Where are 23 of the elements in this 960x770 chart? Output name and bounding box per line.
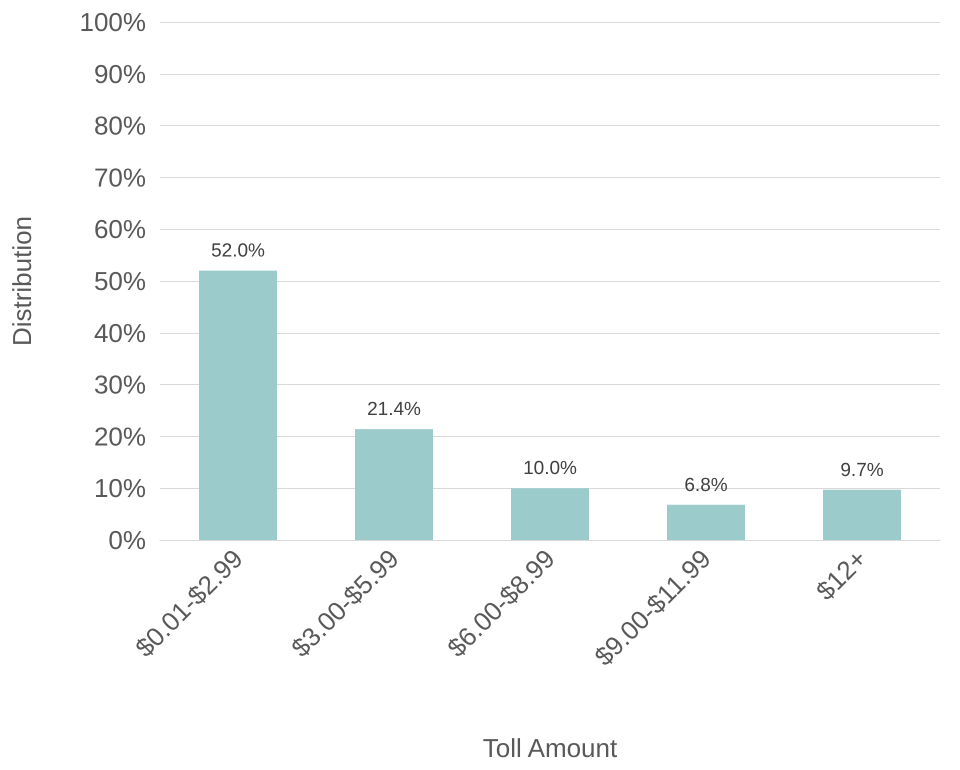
y-tick-label: 90%: [94, 58, 146, 89]
y-tick-label: 70%: [94, 162, 146, 192]
y-tick-label: 50%: [94, 266, 146, 296]
y-axis-title: Distribution: [7, 216, 37, 346]
data-label: 21.4%: [367, 399, 422, 420]
bar: [511, 488, 589, 540]
y-tick-label: 10%: [94, 473, 146, 504]
data-label: 9.7%: [840, 460, 884, 481]
y-tick-label: 80%: [94, 110, 146, 141]
y-tick-label: 40%: [94, 318, 146, 348]
y-tick-label: 60%: [94, 214, 146, 244]
bar: [355, 429, 433, 540]
y-tick-label: 0%: [108, 525, 146, 555]
y-tick-label: 20%: [94, 421, 146, 452]
x-axis-title: Toll Amount: [482, 733, 618, 763]
bar: [823, 490, 901, 540]
y-tick-label: 30%: [94, 370, 146, 400]
bar: [667, 504, 745, 540]
data-label: 6.8%: [684, 474, 728, 496]
y-tick-label: 100%: [80, 7, 146, 37]
bar: [199, 270, 277, 540]
data-label: 10.0%: [523, 458, 578, 480]
data-label: 52.0%: [211, 240, 266, 262]
